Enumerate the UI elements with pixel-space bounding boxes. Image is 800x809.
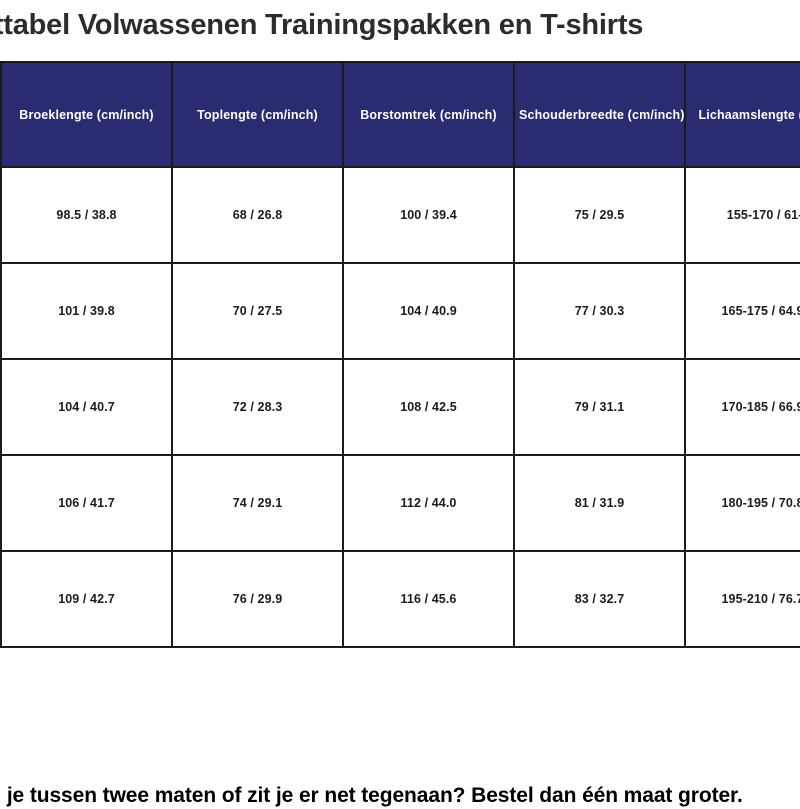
cell-lichaamslengte: 170-185 / 66.9-72.8 <box>684 358 800 456</box>
cell-schouderbreedte: 83 / 32.7 <box>513 550 686 648</box>
table-row: L 104 / 40.7 72 / 28.3 108 / 42.5 79 / 3… <box>0 358 800 456</box>
column-header-broeklengte: Broeklengte (cm/inch) <box>0 61 173 168</box>
cell-schouderbreedte: 75 / 29.5 <box>513 166 686 264</box>
table-row: M 101 / 39.8 70 / 27.5 104 / 40.9 77 / 3… <box>0 262 800 360</box>
cell-toplengte: 76 / 29.9 <box>171 550 344 648</box>
page-title: Maattabel Volwassenen Trainingspakken en… <box>0 9 644 41</box>
table-row: XXL 109 / 42.7 76 / 29.9 116 / 45.6 83 /… <box>0 550 800 648</box>
cell-borstomtrek: 100 / 39.4 <box>342 166 515 264</box>
cell-borstomtrek: 116 / 45.6 <box>342 550 515 648</box>
column-header-schouderbreedte: Schouderbreedte (cm/inch) <box>513 61 686 168</box>
cell-borstomtrek: 104 / 40.9 <box>342 262 515 360</box>
cell-schouderbreedte: 79 / 31.1 <box>513 358 686 456</box>
cell-toplengte: 70 / 27.5 <box>171 262 344 360</box>
size-chart-table: Maat Broeklengte (cm/inch) Toplengte (cm… <box>0 61 800 648</box>
cell-lichaamslengte: 195-210 / 76.7-82.6 <box>684 550 800 648</box>
cell-toplengte: 68 / 26.8 <box>171 166 344 264</box>
sizing-advice-note: Twijfel je tussen twee maten of zit je e… <box>0 784 743 807</box>
cell-schouderbreedte: 77 / 30.3 <box>513 262 686 360</box>
size-table-container: Maat Broeklengte (cm/inch) Toplengte (cm… <box>0 61 800 648</box>
cell-broeklengte: 98.5 / 38.8 <box>0 166 173 264</box>
cell-toplengte: 72 / 28.3 <box>171 358 344 456</box>
table-header: Maat Broeklengte (cm/inch) Toplengte (cm… <box>0 61 800 168</box>
cell-schouderbreedte: 81 / 31.9 <box>513 454 686 552</box>
table-header-row: Maat Broeklengte (cm/inch) Toplengte (cm… <box>0 61 800 168</box>
table-body: S 98.5 / 38.8 68 / 26.8 100 / 39.4 75 / … <box>0 166 800 648</box>
column-header-toplengte: Toplengte (cm/inch) <box>171 61 344 168</box>
cell-borstomtrek: 112 / 44.0 <box>342 454 515 552</box>
cell-lichaamslengte: 180-195 / 70.8-76.7 <box>684 454 800 552</box>
cell-broeklengte: 106 / 41.7 <box>0 454 173 552</box>
cell-broeklengte: 101 / 39.8 <box>0 262 173 360</box>
cell-lichaamslengte: 165-175 / 64.9-68.9 <box>684 262 800 360</box>
cell-broeklengte: 109 / 42.7 <box>0 550 173 648</box>
table-row: XL 106 / 41.7 74 / 29.1 112 / 44.0 81 / … <box>0 454 800 552</box>
cell-borstomtrek: 108 / 42.5 <box>342 358 515 456</box>
cell-lichaamslengte: 155-170 / 61-66.9 <box>684 166 800 264</box>
column-header-lichaamslengte: Lichaamslengte (cm/inch) <box>684 61 800 168</box>
column-header-borstomtrek: Borstomtrek (cm/inch) <box>342 61 515 168</box>
cell-toplengte: 74 / 29.1 <box>171 454 344 552</box>
table-row: S 98.5 / 38.8 68 / 26.8 100 / 39.4 75 / … <box>0 166 800 264</box>
cell-broeklengte: 104 / 40.7 <box>0 358 173 456</box>
